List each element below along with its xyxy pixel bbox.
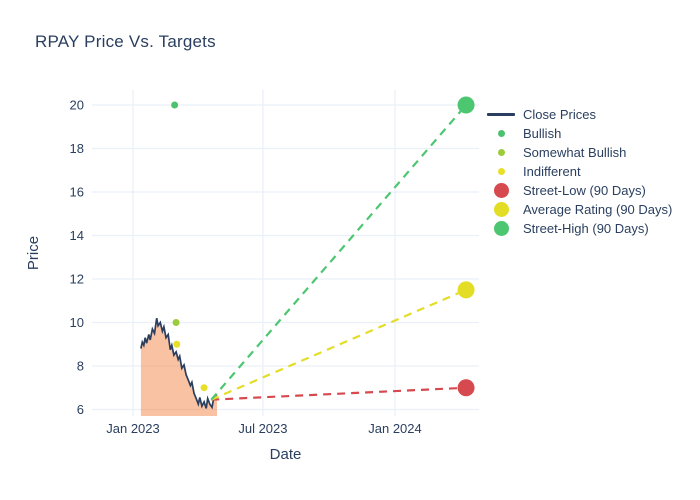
legend-label: Close Prices	[523, 107, 596, 122]
rating-point-indifferent	[173, 340, 181, 348]
target-line-average-rating-days	[210, 288, 467, 401]
target-line-street-high-days	[210, 104, 467, 401]
legend-item-bullish[interactable]: Bullish	[484, 124, 672, 143]
chart-title: RPAY Price Vs. Targets	[35, 32, 216, 51]
target-line-street-low-days	[211, 386, 467, 401]
legend-item-street-high[interactable]: Street-High (90 Days)	[484, 219, 672, 238]
legend-label: Bullish	[523, 126, 562, 141]
legend-label: Street-Low (90 Days)	[523, 183, 646, 198]
y-axis-title: Price	[25, 236, 42, 270]
legend-item-close-prices[interactable]: Close Prices	[484, 105, 672, 124]
y-tick-label: 16	[70, 185, 84, 200]
bullish-dot-icon	[484, 130, 518, 137]
legend-item-average-rating[interactable]: Average Rating (90 Days)	[484, 200, 672, 219]
legend-label: Indifferent	[523, 164, 581, 179]
y-tick-label: 18	[70, 141, 84, 156]
rating-point-bullish	[171, 101, 179, 109]
target-marker-average-rating-days	[457, 281, 475, 299]
close-prices-line	[140, 318, 218, 410]
average-rating-marker-icon	[484, 202, 518, 217]
legend: Close Prices Bullish Somewhat Bullish In…	[484, 105, 672, 238]
legend-label: Somewhat Bullish	[523, 145, 627, 160]
close-area-fill	[140, 318, 217, 416]
legend-item-indifferent[interactable]: Indifferent	[484, 162, 672, 181]
legend-item-street-low[interactable]: Street-Low (90 Days)	[484, 181, 672, 200]
rating-point-somewhat-bullish	[172, 319, 180, 326]
y-tick-label: 20	[70, 98, 84, 113]
x-tick-label: Jan 2024	[368, 421, 422, 436]
street-high-marker-icon	[484, 221, 518, 236]
y-tick-label: 10	[70, 315, 84, 330]
close-prices-line-icon	[484, 113, 518, 116]
street-low-marker-icon	[484, 183, 518, 198]
x-tick-label: Jan 2023	[106, 421, 160, 436]
y-tick-label: 12	[70, 272, 84, 287]
indifferent-dot-icon	[484, 168, 518, 175]
x-tick-label: Jul 2023	[238, 421, 287, 436]
legend-label: Street-High (90 Days)	[523, 221, 649, 236]
rating-point-indifferent	[200, 384, 208, 392]
target-marker-street-low-days	[457, 379, 475, 397]
target-marker-street-high-days	[457, 96, 475, 114]
y-tick-label: 8	[77, 359, 84, 374]
somewhat-bullish-dot-icon	[484, 149, 518, 156]
y-tick-label: 6	[77, 402, 84, 417]
legend-label: Average Rating (90 Days)	[523, 202, 673, 217]
x-axis-title: Date	[270, 446, 302, 463]
y-tick-label: 14	[70, 228, 84, 243]
legend-item-somewhat-bullish[interactable]: Somewhat Bullish	[484, 143, 672, 162]
